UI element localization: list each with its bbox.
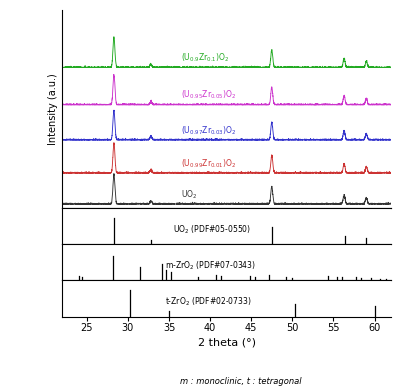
Text: (U$_{0.9}$Zr$_{0.1}$)O$_2$: (U$_{0.9}$Zr$_{0.1}$)O$_2$ bbox=[181, 52, 230, 64]
Text: (U$_{0.99}$Zr$_{0.01}$)O$_2$: (U$_{0.99}$Zr$_{0.01}$)O$_2$ bbox=[181, 157, 237, 170]
Text: UO$_2$: UO$_2$ bbox=[181, 188, 198, 201]
Text: m-ZrO$_2$ (PDF#07-0343): m-ZrO$_2$ (PDF#07-0343) bbox=[165, 259, 256, 272]
X-axis label: 2 theta (°): 2 theta (°) bbox=[198, 338, 255, 348]
Text: (U$_{0.97}$Zr$_{0.03}$)O$_2$: (U$_{0.97}$Zr$_{0.03}$)O$_2$ bbox=[181, 124, 237, 137]
Text: UO$_2$ (PDF#05-0550): UO$_2$ (PDF#05-0550) bbox=[173, 223, 251, 236]
Y-axis label: Intensity (a.u.): Intensity (a.u.) bbox=[48, 73, 58, 145]
Text: (U$_{0.95}$Zr$_{0.05}$)O$_2$: (U$_{0.95}$Zr$_{0.05}$)O$_2$ bbox=[181, 89, 237, 102]
Text: t-ZrO$_2$ (PDF#02-0733): t-ZrO$_2$ (PDF#02-0733) bbox=[165, 296, 251, 308]
Text: m : monoclinic, t : tetragonal: m : monoclinic, t : tetragonal bbox=[180, 377, 302, 386]
